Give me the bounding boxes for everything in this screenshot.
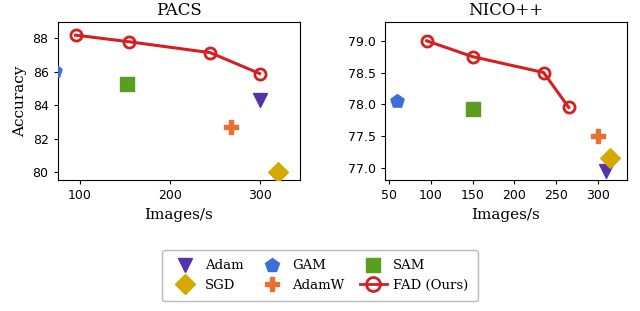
Legend: Adam, SGD, GAM, AdamW, SAM, FAD (Ours): Adam, SGD, GAM, AdamW, SAM, FAD (Ours) [163, 250, 477, 301]
Point [467, 106, 477, 111]
Point [593, 133, 603, 138]
Point [601, 168, 611, 173]
Title: PACS: PACS [156, 2, 202, 19]
Point [226, 124, 236, 129]
Point [255, 98, 265, 103]
Point [273, 169, 283, 174]
Point [50, 68, 60, 73]
Point [122, 81, 132, 86]
Y-axis label: Accuracy: Accuracy [13, 65, 27, 137]
Point [392, 99, 403, 104]
X-axis label: Images/s: Images/s [145, 208, 213, 222]
Title: NICO++: NICO++ [468, 2, 543, 19]
Point [605, 156, 616, 161]
X-axis label: Images/s: Images/s [472, 208, 540, 222]
